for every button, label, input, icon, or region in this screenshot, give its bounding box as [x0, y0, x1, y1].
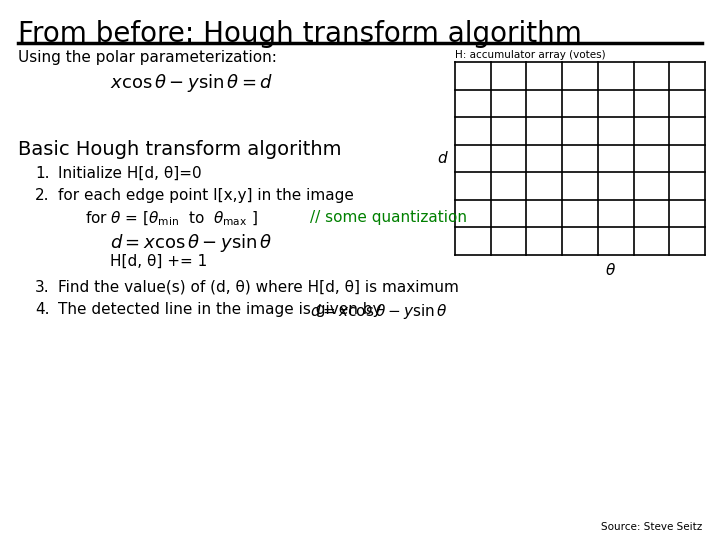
Text: 1.: 1. — [35, 166, 50, 181]
Text: Source: Steve Seitz: Source: Steve Seitz — [600, 522, 702, 532]
Text: // some quantization: // some quantization — [310, 210, 467, 225]
Text: Initialize H[d, θ]=0: Initialize H[d, θ]=0 — [58, 166, 202, 181]
Text: H: accumulator array (votes): H: accumulator array (votes) — [455, 50, 606, 60]
Text: 4.: 4. — [35, 302, 50, 317]
Text: Find the value(s) of (d, θ) where H[d, θ] is maximum: Find the value(s) of (d, θ) where H[d, θ… — [58, 280, 459, 295]
Text: Basic Hough transform algorithm: Basic Hough transform algorithm — [18, 140, 341, 159]
Text: 2.: 2. — [35, 188, 50, 203]
Text: Using the polar parameterization:: Using the polar parameterization: — [18, 50, 277, 65]
Text: From before: Hough transform algorithm: From before: Hough transform algorithm — [18, 20, 582, 48]
Text: $x\cos\theta - y\sin\theta = d$: $x\cos\theta - y\sin\theta = d$ — [110, 72, 274, 94]
Text: H[d, θ] += 1: H[d, θ] += 1 — [110, 254, 207, 269]
Text: d: d — [437, 151, 447, 166]
Text: The detected line in the image is given by: The detected line in the image is given … — [58, 302, 382, 317]
Text: θ: θ — [606, 263, 615, 278]
Text: for $\theta$ = [$\theta_{\mathregular{min}}$  to  $\theta_{\mathregular{max}}$ ]: for $\theta$ = [$\theta_{\mathregular{mi… — [85, 210, 258, 228]
Text: $d = x\cos\theta - y\sin\theta$: $d = x\cos\theta - y\sin\theta$ — [110, 232, 273, 254]
Text: $d = x\cos\theta - y\sin\theta$: $d = x\cos\theta - y\sin\theta$ — [310, 302, 448, 321]
Text: 3.: 3. — [35, 280, 50, 295]
Text: for each edge point I[x,y] in the image: for each edge point I[x,y] in the image — [58, 188, 354, 203]
